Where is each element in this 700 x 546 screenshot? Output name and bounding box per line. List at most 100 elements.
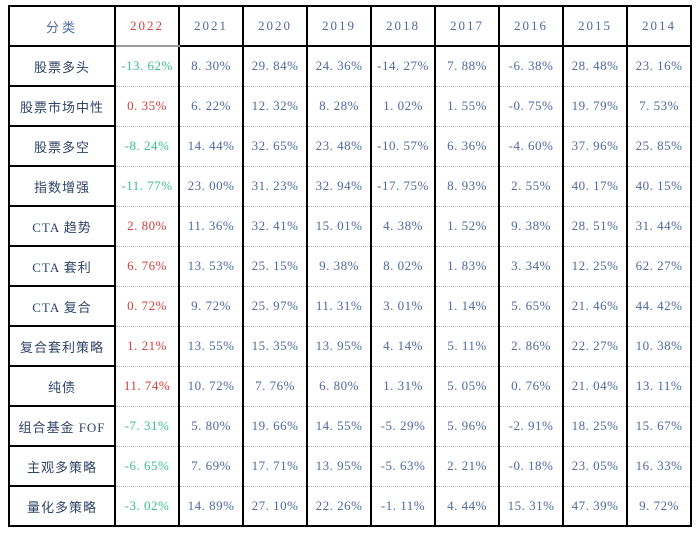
cell-2021-row10: 7. 69% (178, 446, 243, 487)
cell-2017-row6: 1. 14% (434, 286, 499, 327)
cell-2020-row1: 12. 32% (242, 86, 307, 127)
cell-2019-row7: 13. 95% (306, 326, 371, 367)
strategy-annual-returns-table: 分类 2022 2021 2020 2019 2018 2017 2016 2015 2014 股… (8, 5, 692, 527)
cell-2022-row3: -11. 77% (114, 166, 179, 207)
cell-2016-row0: -6. 38% (498, 46, 563, 87)
year-column-header-2018: 2018 (370, 6, 435, 47)
cell-2018-row6: 3. 01% (370, 286, 435, 327)
table-row: 组合基金 FOF -7. 31% 5. 80% 19. 66% 14. 55% -5. 2… (9, 406, 691, 447)
cell-2018-row4: 4. 38% (370, 206, 435, 247)
cell-2017-row9: 5. 96% (434, 406, 499, 447)
row-label: 复合套利策略 (9, 326, 115, 367)
cell-2021-row0: 8. 30% (178, 46, 243, 87)
cell-2021-row6: 9. 72% (178, 286, 243, 327)
cell-2015-row8: 21. 04% (562, 366, 627, 407)
cell-2014-row4: 31. 44% (626, 206, 691, 247)
cell-2022-row2: -8. 24% (114, 126, 179, 167)
cell-2016-row8: 0. 76% (498, 366, 563, 407)
year-column-header-2017: 2017 (434, 6, 499, 47)
cell-2019-row8: 6. 80% (306, 366, 371, 407)
cell-2014-row10: 16. 33% (626, 446, 691, 487)
cell-2014-row7: 10. 38% (626, 326, 691, 367)
row-label: CTA 趋势 (9, 206, 115, 247)
cell-2016-row2: -4. 60% (498, 126, 563, 167)
cell-2018-row0: -14. 27% (370, 46, 435, 87)
cell-2015-row9: 18. 25% (562, 406, 627, 447)
cell-2016-row10: -0. 18% (498, 446, 563, 487)
row-label: 主观多策略 (9, 446, 115, 487)
cell-2020-row11: 27. 10% (242, 486, 307, 526)
cell-2014-row11: 9. 72% (626, 486, 691, 526)
cell-2015-row3: 40. 17% (562, 166, 627, 207)
cell-2018-row11: -1. 11% (370, 486, 435, 526)
cell-2017-row10: 2. 21% (434, 446, 499, 487)
table-row: CTA 复合 0. 72% 9. 72% 25. 97% 11. 31% 3. 01% 1.… (9, 286, 691, 327)
cell-2018-row5: 8. 02% (370, 246, 435, 287)
year-column-header-2021: 2021 (178, 6, 243, 47)
header-row: 分类 2022 2021 2020 2019 2018 2017 2016 2015 2014 (9, 6, 691, 47)
cell-2020-row2: 32. 65% (242, 126, 307, 167)
cell-2014-row9: 15. 67% (626, 406, 691, 447)
year-column-header-2020: 2020 (242, 6, 307, 47)
cell-2020-row9: 19. 66% (242, 406, 307, 447)
cell-2021-row4: 11. 36% (178, 206, 243, 247)
row-label: 股票多空 (9, 126, 115, 167)
row-label: CTA 复合 (9, 286, 115, 327)
cell-2015-row10: 23. 05% (562, 446, 627, 487)
cell-2014-row5: 62. 27% (626, 246, 691, 287)
cell-2016-row4: 9. 38% (498, 206, 563, 247)
cell-2022-row5: 6. 76% (114, 246, 179, 287)
cell-2014-row2: 25. 85% (626, 126, 691, 167)
cell-2022-row0: -13. 62% (114, 46, 179, 87)
cell-2015-row11: 47. 39% (562, 486, 627, 526)
table-row: CTA 趋势 2. 80% 11. 36% 32. 41% 15. 01% 4. 38% 1… (9, 206, 691, 247)
cell-2022-row7: 1. 21% (114, 326, 179, 367)
row-label: 纯债 (9, 366, 115, 407)
cell-2019-row6: 11. 31% (306, 286, 371, 327)
cell-2015-row2: 37. 96% (562, 126, 627, 167)
cell-2021-row5: 13. 53% (178, 246, 243, 287)
cell-2016-row5: 3. 34% (498, 246, 563, 287)
cell-2014-row0: 23. 16% (626, 46, 691, 87)
year-column-header-2014: 2014 (626, 6, 691, 47)
cell-2016-row1: -0. 75% (498, 86, 563, 127)
cell-2015-row0: 28. 48% (562, 46, 627, 87)
cell-2015-row4: 28. 51% (562, 206, 627, 247)
cell-2020-row4: 32. 41% (242, 206, 307, 247)
cell-2017-row11: 4. 44% (434, 486, 499, 526)
cell-2016-row7: 2. 86% (498, 326, 563, 367)
cell-2020-row8: 7. 76% (242, 366, 307, 407)
cell-2016-row11: 15. 31% (498, 486, 563, 526)
cell-2014-row8: 13. 11% (626, 366, 691, 407)
cell-2017-row7: 5. 11% (434, 326, 499, 367)
table-row: 主观多策略 -6. 65% 7. 69% 17. 71% 13. 95% -5. 63% 2… (9, 446, 691, 487)
cell-2014-row3: 40. 15% (626, 166, 691, 207)
cell-2017-row8: 5. 05% (434, 366, 499, 407)
cell-2016-row9: -2. 91% (498, 406, 563, 447)
cell-2020-row10: 17. 71% (242, 446, 307, 487)
cell-2021-row3: 23. 00% (178, 166, 243, 207)
cell-2019-row11: 22. 26% (306, 486, 371, 526)
cell-2021-row2: 14. 44% (178, 126, 243, 167)
cell-2021-row1: 6. 22% (178, 86, 243, 127)
cell-2021-row9: 5. 80% (178, 406, 243, 447)
cell-2017-row4: 1. 52% (434, 206, 499, 247)
cell-2022-row11: -3. 02% (114, 486, 179, 526)
cell-2020-row0: 29. 84% (242, 46, 307, 87)
cell-2017-row0: 7. 88% (434, 46, 499, 87)
cell-2018-row7: 4. 14% (370, 326, 435, 367)
cell-2017-row3: 8. 93% (434, 166, 499, 207)
cell-2015-row1: 19. 79% (562, 86, 627, 127)
table-row: 股票市场中性 0. 35% 6. 22% 12. 32% 8. 28% 1. 02% 1. … (9, 86, 691, 127)
cell-2022-row1: 0. 35% (114, 86, 179, 127)
cell-2017-row5: 1. 83% (434, 246, 499, 287)
table-row: 股票多头 -13. 62% 8. 30% 29. 84% 24. 36% -14. 27%… (9, 46, 691, 87)
cell-2017-row2: 6. 36% (434, 126, 499, 167)
cell-2016-row6: 5. 65% (498, 286, 563, 327)
cell-2021-row8: 10. 72% (178, 366, 243, 407)
cell-2020-row7: 15. 35% (242, 326, 307, 367)
cell-2021-row11: 14. 89% (178, 486, 243, 526)
cell-2018-row3: -17. 75% (370, 166, 435, 207)
table-row: 复合套利策略 1. 21% 13. 55% 15. 35% 13. 95% 4. 14% 5… (9, 326, 691, 367)
